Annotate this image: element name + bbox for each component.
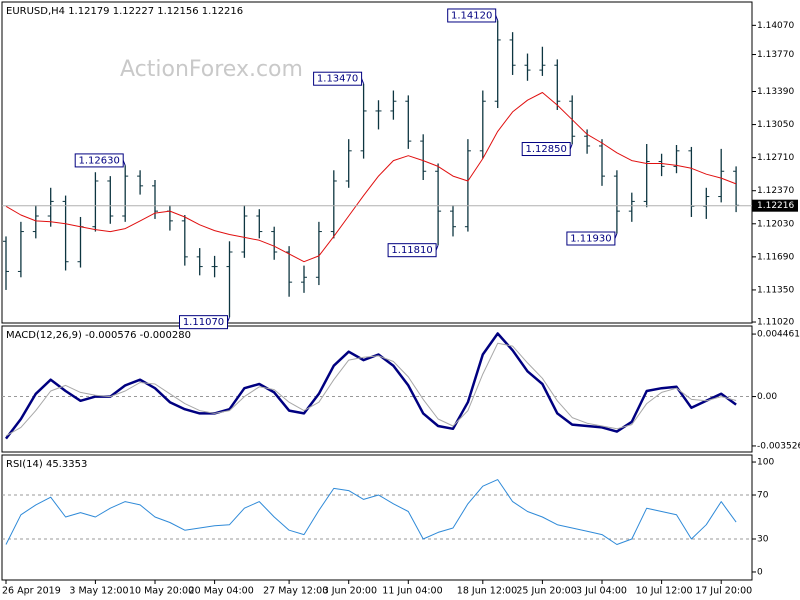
annotation-label: 1.11070 [183, 317, 224, 328]
annotation-box [313, 71, 363, 86]
current-price-tag [752, 199, 798, 212]
y-tick-label: 1.12370 [757, 186, 794, 196]
panel-title: MACD(12,26,9) -0.000576 -0.000280 [6, 330, 191, 341]
annotation-label: 1.12630 [79, 155, 120, 166]
line [5, 332, 737, 440]
y-tick-label: 1.11350 [757, 285, 794, 295]
y-tick-label: -0.003526 [757, 441, 800, 451]
x-tick-label: 3 Jun 20:00 [323, 586, 377, 597]
annotation-label: 1.12850 [526, 144, 567, 155]
annotation-label: 1.13470 [317, 74, 358, 85]
y-tick-label: 1.12710 [757, 153, 794, 163]
macd-panel [1, 325, 753, 453]
line [5, 479, 737, 545]
x-tick-label: 3 May 12:00 [69, 586, 128, 597]
y-tick-label: 1.12030 [757, 219, 794, 229]
y-tick-label: 1.11020 [757, 318, 794, 328]
rsi-panel [1, 454, 753, 581]
annotation-box [74, 153, 124, 168]
y-tick-label: 1.13390 [757, 87, 794, 97]
x-tick-label: 11 Jun 04:00 [382, 586, 442, 597]
line [5, 342, 737, 437]
x-tick-label: 25 Jun 20:00 [516, 586, 576, 597]
x-tick-label: 17 Jul 20:00 [695, 586, 752, 597]
annotation-box [387, 243, 437, 258]
annotation-box [566, 231, 616, 246]
y-tick-label: 100 [757, 458, 774, 468]
y-tick-label: 70 [757, 491, 769, 501]
annotation-box [179, 315, 228, 330]
annotation-label: 1.11930 [570, 234, 611, 245]
annotation-label: 1.14120 [451, 10, 492, 21]
y-tick-label: 0.004461 [757, 330, 800, 340]
watermark: ActionForex.com [120, 57, 303, 82]
y-tick-label: 1.14070 [757, 21, 794, 31]
y-tick-label: 30 [757, 534, 769, 544]
annotation-label: 1.11810 [391, 245, 432, 256]
panel-title: EURUSD,H4 1.12179 1.12227 1.12156 1.1221… [6, 6, 243, 17]
y-tick-label: 0 [757, 567, 763, 577]
annotation-box [447, 8, 497, 23]
x-tick-label: 27 May 12:00 [263, 586, 328, 597]
y-tick-label: 1.13770 [757, 50, 794, 60]
x-tick-label: 10 May 20:00 [129, 586, 194, 597]
y-tick-label: 0.00 [757, 392, 777, 402]
panel-title: RSI(14) 45.3353 [6, 459, 87, 470]
x-tick-label: 3 Jul 04:00 [576, 586, 627, 597]
y-tick-label: 1.11690 [757, 252, 794, 262]
x-tick-label: 10 Jul 12:00 [636, 586, 693, 597]
x-tick-label: 18 Jun 12:00 [457, 586, 517, 597]
x-tick-label: 20 May 04:00 [189, 586, 254, 597]
price-panel [1, 1, 753, 324]
x-tick-label: 26 Apr 2019 [2, 586, 61, 597]
annotation-box [521, 142, 571, 157]
line [5, 92, 737, 263]
y-tick-label: 1.13050 [757, 120, 794, 130]
current-price-label: 1.12216 [757, 201, 794, 211]
